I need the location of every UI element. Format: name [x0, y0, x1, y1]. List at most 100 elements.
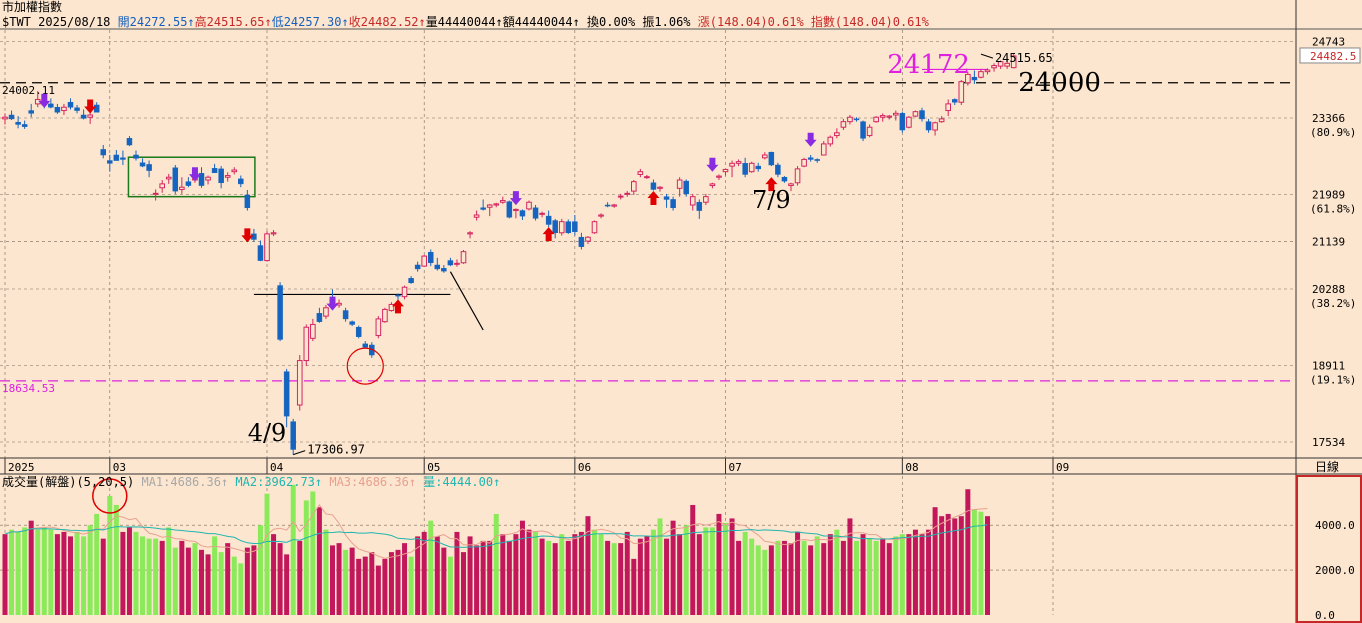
candle-body: [591, 221, 598, 234]
candle-body: [644, 176, 650, 179]
volume-bar: [644, 536, 650, 615]
candle-body: [598, 214, 604, 217]
volume-bar: [61, 531, 67, 615]
volume-bar: [965, 489, 971, 615]
candle-body: [716, 175, 722, 178]
candle-body: [558, 221, 565, 234]
candle-body: [572, 221, 578, 232]
volume-bar: [395, 549, 401, 615]
volume-bar: [225, 543, 231, 615]
candle-body: [971, 76, 978, 81]
volume-bar: [133, 531, 139, 615]
arrow-up-icon: [765, 177, 778, 192]
candle-body: [624, 192, 631, 195]
candle-body: [2, 116, 8, 120]
candle-body: [578, 236, 585, 247]
candle-body: [428, 251, 434, 264]
x-axis-label: 07: [729, 461, 742, 474]
volume-bar: [35, 529, 41, 615]
volume-bar: [749, 538, 755, 615]
header-date: 2025/08/18: [38, 15, 111, 29]
volume-bar: [788, 543, 794, 615]
volume-bar: [926, 529, 932, 615]
candle-body: [414, 264, 421, 270]
candle-body: [447, 260, 454, 266]
volume-bar: [729, 518, 735, 615]
candle-body: [794, 168, 801, 184]
candle-body: [185, 181, 192, 186]
volume-bar: [775, 540, 781, 615]
volume-bar: [100, 538, 106, 615]
annotation-text: 7/9: [752, 186, 791, 214]
candle-body: [932, 122, 938, 131]
candle-body: [218, 168, 224, 184]
candle-body: [834, 132, 840, 137]
volume-bar: [513, 534, 519, 615]
candle-body: [585, 236, 591, 242]
candle-body: [1004, 62, 1010, 67]
volume-bar: [519, 520, 525, 615]
candle-body: [814, 159, 820, 161]
volume-bar: [847, 518, 853, 615]
candle-body: [257, 245, 264, 261]
candle-body: [172, 167, 179, 192]
candle-body: [768, 151, 775, 166]
volume-bar: [284, 554, 290, 615]
volume-bar: [153, 538, 159, 615]
price-axis-ratio: (38.2%): [1310, 297, 1356, 310]
volume-bar: [428, 520, 434, 615]
candle-body: [473, 214, 480, 218]
price-axis-ratio: (61.8%): [1310, 203, 1356, 216]
candle-body: [820, 143, 827, 156]
candle-body: [565, 221, 572, 234]
volume-bar: [343, 549, 349, 615]
candle-body: [925, 121, 932, 131]
header-volume: 量44440044↑: [425, 15, 503, 29]
highlight-circle: [346, 347, 384, 385]
x-axis-label: 03: [113, 461, 126, 474]
volume-bar: [867, 538, 873, 615]
volume-bar: [81, 536, 87, 615]
candle-body: [657, 186, 663, 189]
candle-body: [866, 126, 873, 137]
volume-bar: [592, 529, 597, 615]
volume-axis-frame: [1296, 475, 1362, 623]
volume-bar: [441, 547, 447, 615]
volume-bar: [854, 540, 859, 615]
price-axis-label: 24743: [1312, 36, 1345, 49]
price-axis-label: 23366: [1312, 112, 1345, 125]
header-open: 開24272.55↑: [117, 15, 195, 29]
candle-body: [480, 207, 486, 210]
candle-body: [486, 204, 493, 208]
candle-body: [67, 101, 74, 108]
candle-body: [100, 149, 106, 156]
volume-bar: [297, 540, 303, 615]
volume-bar: [716, 513, 722, 615]
candle-body: [126, 138, 133, 146]
candle-body: [323, 307, 329, 317]
period-label[interactable]: 日線: [1315, 460, 1340, 474]
volume-bar: [22, 527, 28, 615]
candle-body: [296, 360, 303, 406]
volume-bar: [912, 529, 918, 615]
reference-line-label: 24002.11: [2, 84, 55, 97]
volume-bar: [945, 513, 951, 615]
volume-bar: [323, 529, 329, 615]
volume-bar: [650, 529, 656, 615]
candle-body: [886, 115, 893, 118]
volume-bar: [126, 527, 132, 615]
arrow-up-icon: [647, 191, 660, 205]
candle-body: [48, 103, 54, 108]
price-axis-label: 20288: [1312, 283, 1345, 296]
volume-bar: [873, 540, 879, 615]
volume-axis-label: 0.0: [1315, 609, 1335, 622]
price-axis-ratio: (80.9%): [1310, 126, 1356, 139]
candle-body: [689, 196, 696, 206]
arrow-down-icon: [241, 228, 254, 243]
candle-body: [80, 114, 87, 119]
arrow-down-icon: [509, 191, 522, 206]
x-axis-label: 04: [270, 461, 284, 474]
price-last-box: [1299, 47, 1361, 64]
candle-body: [270, 232, 277, 235]
candle-body: [873, 116, 879, 123]
